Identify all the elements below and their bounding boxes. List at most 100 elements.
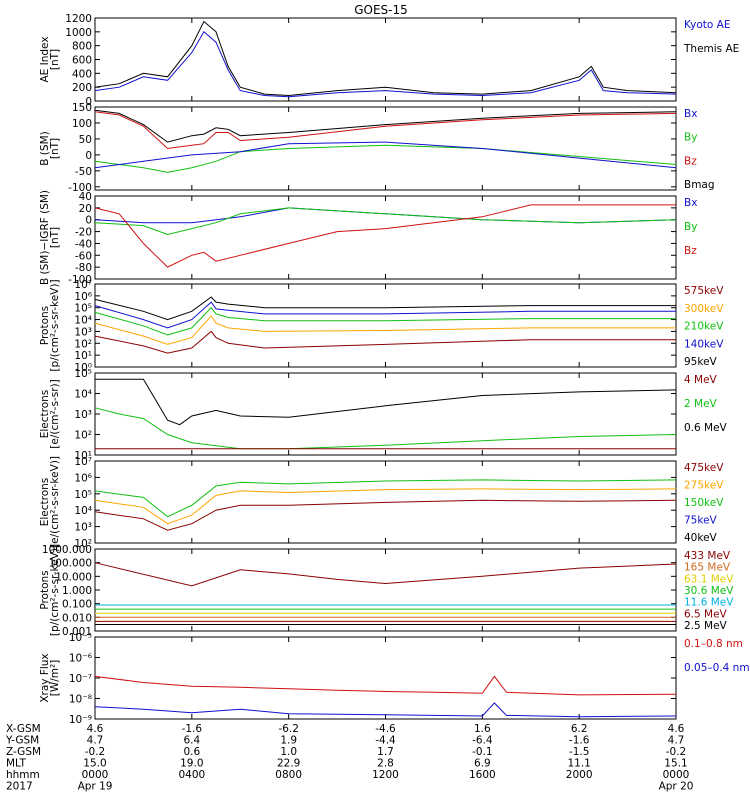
footer-value: 0000 <box>663 769 690 781</box>
footer-value: 0400 <box>178 769 205 781</box>
panel-electrons_mev: 10¹ 10² 10³ 10⁴ 10⁵ Electrons[e/(cm²-s-sr)] 4 … <box>39 368 728 462</box>
legend-entry: 95keV <box>684 356 718 368</box>
legend-entry: 300keV <box>684 303 724 315</box>
y-tick-label: 10² <box>74 338 92 350</box>
series-line <box>94 204 676 268</box>
y-tick-label: 10³ <box>74 409 92 421</box>
legend-entry: 2.5 MeV <box>684 620 728 632</box>
series-line <box>94 207 677 236</box>
series-line <box>94 20 677 97</box>
footer-value: -6.4 <box>472 735 493 747</box>
y-axis-label: Protons <box>39 306 51 345</box>
footer-value: 6.4 <box>183 735 200 747</box>
legend-entry: 30.6 MeV <box>684 585 734 597</box>
y-axis-label: Xray Flux <box>39 653 51 702</box>
y-tick-label: 10⁻⁵ <box>69 632 92 644</box>
y-axis-label: [W/m²] <box>49 660 61 697</box>
panel-frame <box>94 17 677 102</box>
legend-entry: Bz <box>684 155 697 167</box>
footer-value: -1.6 <box>569 735 590 747</box>
footer-value: -6.2 <box>278 723 299 735</box>
y-tick-label: -60 <box>75 250 92 262</box>
footer-value: 0000 <box>82 769 109 781</box>
panel-xray: 10⁻⁹ 10⁻⁸ 10⁻⁷ 10⁻⁶ 10⁻⁵ Xray Flux[W/m²] 0.1–0… <box>39 632 750 726</box>
legend-entry: Bx <box>684 197 697 209</box>
legend-entry: Bmag <box>684 179 715 191</box>
y-tick-label: 10⁵ <box>74 303 92 315</box>
y-tick-label: 0 <box>85 96 92 108</box>
y-axis-label: AE Index <box>39 36 51 82</box>
series-line <box>94 301 676 329</box>
legend-entry: 11.6 MeV <box>684 597 734 609</box>
panel-frame <box>94 106 677 191</box>
panel-electrons_kev: 10² 10³ 10⁴ 10⁵ 10⁶ 10⁷ Electrons[e/(cm²-s-sr-… <box>39 456 724 550</box>
legend-entry: Bz <box>684 245 697 257</box>
footer-row-label: MLT <box>6 758 26 770</box>
y-axis-label: [e/(cm²-s-sr)] <box>49 379 61 448</box>
y-tick-label: 50 <box>79 134 92 146</box>
footer-value: 6.9 <box>474 758 491 770</box>
y-axis-label: Electrons <box>39 390 51 439</box>
y-axis-label: B (SM)−IGRF (SM) <box>39 190 51 285</box>
footer-value: -0.2 <box>666 746 687 758</box>
y-tick-label: 10⁻⁷ <box>69 673 92 685</box>
legend-entry: 0.1–0.8 nm <box>684 638 743 650</box>
y-tick-label: 10⁷ <box>74 279 92 291</box>
footer-value: 0.6 <box>183 746 200 758</box>
y-tick-label: -40 <box>75 238 92 250</box>
series-line <box>94 111 677 150</box>
footer-value: 6.2 <box>571 723 588 735</box>
legend-entry: 275keV <box>684 480 724 492</box>
series-line <box>94 207 677 224</box>
series-line <box>94 306 676 336</box>
footer-value: 2.8 <box>377 758 394 770</box>
y-tick-label: -80 <box>75 262 92 274</box>
series-line <box>94 141 677 169</box>
chart-title: GOES-15 <box>354 3 408 17</box>
footer-value: 1200 <box>372 769 399 781</box>
footer-row-label: hhmm <box>6 769 40 781</box>
y-tick-label: 0.010 <box>62 612 92 624</box>
y-tick-label: 200 <box>72 82 92 94</box>
legend-entry: 63.1 MeV <box>684 573 734 585</box>
footer-row-label: 2017 <box>6 781 33 793</box>
footer-value: 0800 <box>275 769 302 781</box>
y-tick-label: 10⁵ <box>74 489 92 501</box>
footer-value: -0.1 <box>472 746 493 758</box>
y-tick-label: 0.001 <box>62 626 92 638</box>
footer-value: Apr 20 <box>659 781 694 793</box>
panel-frame <box>94 195 677 280</box>
series-line <box>94 499 677 531</box>
ephemeris-footer: X-GSMY-GSMZ-GSMMLThhmm20174.64.7-0.215.0… <box>5 723 693 793</box>
y-tick-label: 10⁷ <box>74 456 92 468</box>
legend-entry: 140keV <box>684 338 724 350</box>
y-axis-label: [nT] <box>49 227 61 248</box>
y-tick-label: 10³ <box>74 522 92 534</box>
y-tick-label: 10¹ <box>74 450 92 462</box>
footer-value: -4.6 <box>375 723 396 735</box>
y-tick-label: 1000.000 <box>42 544 92 556</box>
y-tick-label: 10⁵ <box>74 368 92 380</box>
y-tick-label: 40 <box>79 191 92 203</box>
footer-value: 1.6 <box>474 723 491 735</box>
footer-value: 19.0 <box>180 758 203 770</box>
footer-value: 15.1 <box>664 758 687 770</box>
y-tick-label: 10⁻⁸ <box>69 694 92 706</box>
panel-frame <box>94 372 677 456</box>
footer-value: 4.7 <box>668 735 685 747</box>
legend-entry: 40keV <box>684 532 718 544</box>
series-line <box>94 488 677 525</box>
footer-value: 4.6 <box>87 723 104 735</box>
y-tick-label: 10.000 <box>55 571 92 583</box>
footer-value: 2000 <box>566 769 593 781</box>
legend-entry: 0.05–0.4 nm <box>684 662 750 674</box>
y-axis-label: B (SM) <box>39 131 51 165</box>
y-tick-label: 0 <box>85 215 92 227</box>
y-tick-label: -20 <box>75 227 92 239</box>
y-tick-label: 1200 <box>65 13 92 25</box>
panel-frame <box>94 636 677 720</box>
series-line <box>94 315 676 345</box>
footer-value: 22.9 <box>277 758 300 770</box>
